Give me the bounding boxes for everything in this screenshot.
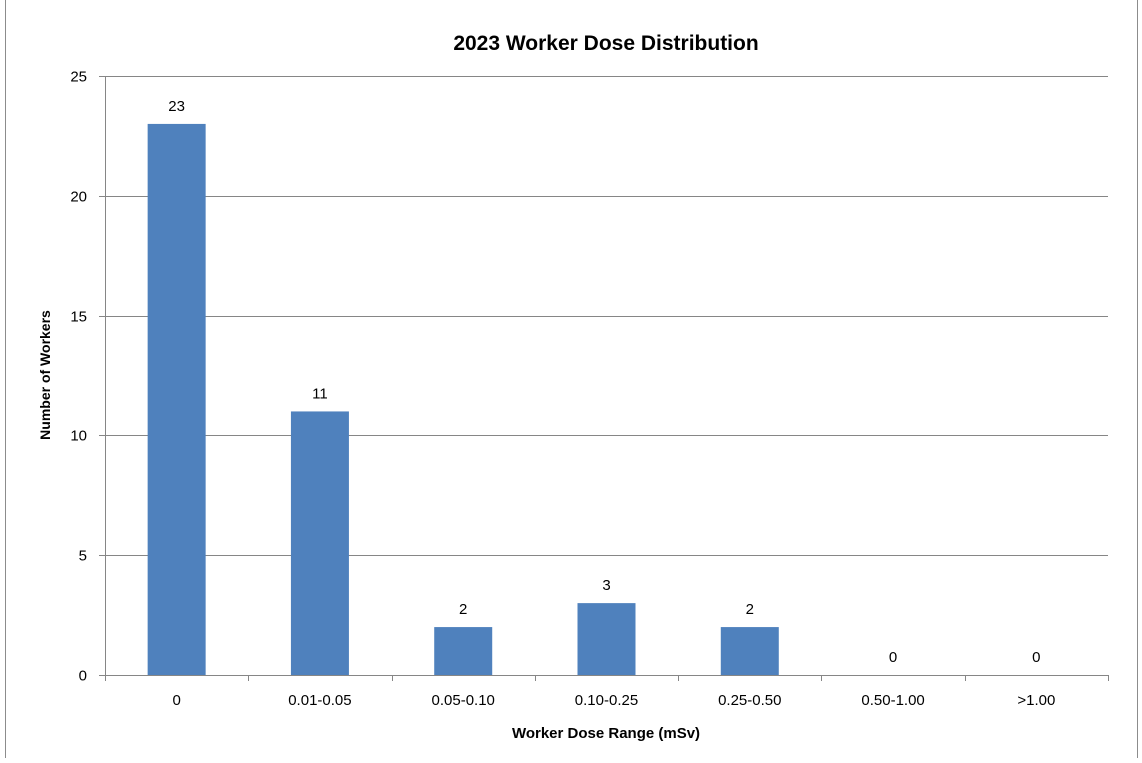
data-label: 0 — [1032, 649, 1040, 666]
data-label: 0 — [889, 649, 897, 666]
bar — [434, 627, 493, 675]
bar — [577, 603, 636, 675]
chart-title: 2023 Worker Dose Distribution — [453, 32, 758, 55]
data-label: 3 — [602, 577, 610, 594]
x-tick-label: 0.01-0.05 — [288, 692, 351, 709]
x-tick-label: >1.00 — [1017, 692, 1055, 709]
y-tick-label: 10 — [70, 428, 87, 445]
data-label: 11 — [312, 385, 328, 402]
gridlines — [105, 76, 1108, 556]
y-tick-label: 0 — [79, 668, 87, 685]
bar — [720, 627, 779, 675]
bar — [147, 123, 206, 676]
x-tick-label: 0.10-0.25 — [575, 692, 638, 709]
x-tick-labels: 0 0.01-0.05 0.05-0.10 0.10-0.25 0.25-0.50 0.5… — [172, 692, 1055, 709]
y-tick-label: 20 — [70, 189, 87, 206]
x-tick-label: 0.05-0.10 — [432, 692, 495, 709]
bars — [147, 123, 779, 676]
y-axis-title: Number of Workers — [37, 310, 53, 440]
y-tick-labels: 0 5 10 15 20 25 — [70, 69, 87, 685]
axes — [99, 76, 1109, 681]
x-tick-label: 0.25-0.50 — [718, 692, 781, 709]
y-tick-label: 5 — [79, 548, 87, 565]
data-label: 2 — [459, 601, 467, 618]
data-label: 23 — [168, 98, 185, 115]
x-tick-label: 0 — [172, 692, 180, 709]
x-axis-title: Worker Dose Range (mSv) — [512, 725, 700, 742]
bar — [290, 411, 349, 675]
x-tick-label: 0.50-1.00 — [861, 692, 924, 709]
y-tick-label: 15 — [70, 309, 87, 326]
y-tick-label: 25 — [70, 69, 87, 86]
data-label: 2 — [746, 601, 754, 618]
